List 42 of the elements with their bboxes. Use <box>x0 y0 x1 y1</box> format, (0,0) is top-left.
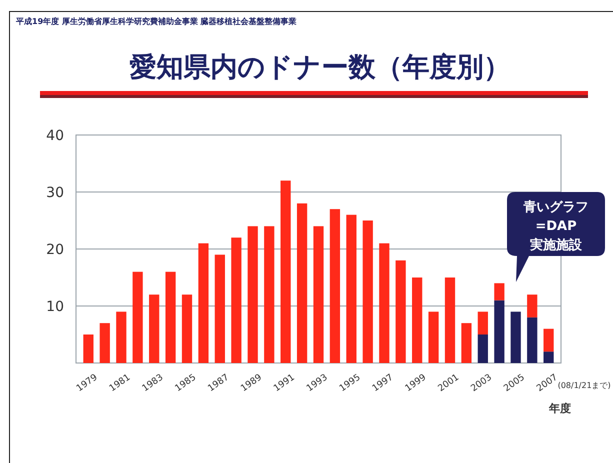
bar <box>412 278 422 363</box>
y-tick-label: 40 <box>46 128 64 144</box>
bar <box>330 209 340 363</box>
bar <box>527 317 538 363</box>
text: 平成19年度 厚生労働省厚生科学研究費補助金事業 臓器移植社会基盤整備事業 <box>15 16 297 26</box>
bar <box>544 352 554 363</box>
bar <box>116 312 126 363</box>
bar <box>527 294 538 318</box>
annotation: 青いグラフ =DAP 実施施設 <box>522 200 588 253</box>
chart-title: 愛知県内のドナー数（年度別） <box>130 52 510 83</box>
y-tick-label: 30 <box>46 184 64 201</box>
bar <box>264 226 274 363</box>
bar <box>346 214 356 363</box>
bar <box>379 243 390 363</box>
bar <box>494 300 504 363</box>
bar <box>231 238 242 363</box>
bar <box>83 334 94 363</box>
bar <box>444 278 456 363</box>
bar <box>280 180 291 363</box>
bar <box>428 312 439 363</box>
bar <box>478 312 488 334</box>
bar <box>149 294 160 363</box>
bar <box>132 272 143 363</box>
bar <box>248 226 258 363</box>
bar <box>165 272 176 363</box>
bar <box>544 328 554 352</box>
x-axis-title: 年度 <box>548 402 571 415</box>
bar <box>461 323 472 363</box>
bar <box>100 323 110 363</box>
bar <box>198 243 209 363</box>
bar <box>296 203 308 363</box>
bar <box>182 294 192 363</box>
bar <box>494 283 504 300</box>
bar <box>313 226 324 363</box>
bar <box>478 334 488 363</box>
y-tick-label: 10 <box>46 298 64 315</box>
bar <box>396 260 406 363</box>
bar <box>510 312 521 363</box>
y-tick-label: 20 <box>46 242 64 258</box>
bar <box>214 254 225 363</box>
text: (08/1/21まで) <box>558 381 611 390</box>
bar <box>362 220 373 363</box>
